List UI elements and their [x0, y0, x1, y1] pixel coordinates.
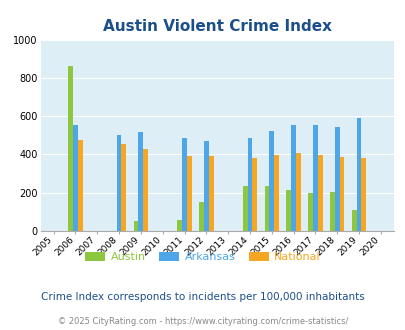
Bar — [334, 127, 339, 231]
Bar — [73, 125, 78, 231]
Bar — [247, 138, 252, 231]
Bar — [252, 158, 256, 231]
Bar — [203, 141, 208, 231]
Bar — [78, 140, 83, 231]
Bar — [312, 125, 317, 231]
Bar — [208, 156, 213, 231]
Bar — [317, 155, 322, 231]
Bar — [121, 144, 126, 231]
Bar — [295, 153, 300, 231]
Bar — [269, 130, 273, 231]
Text: © 2025 CityRating.com - https://www.cityrating.com/crime-statistics/: © 2025 CityRating.com - https://www.city… — [58, 317, 347, 326]
Bar — [290, 125, 295, 231]
Bar — [116, 135, 121, 231]
Bar — [133, 221, 138, 231]
Bar — [138, 132, 143, 231]
Legend: Austin, Arkansas, National: Austin, Arkansas, National — [80, 248, 325, 267]
Bar — [307, 193, 312, 231]
Bar — [329, 192, 334, 231]
Bar — [264, 186, 269, 231]
Bar — [198, 202, 203, 231]
Bar — [182, 138, 186, 231]
Text: Crime Index corresponds to incidents per 100,000 inhabitants: Crime Index corresponds to incidents per… — [41, 292, 364, 302]
Bar — [360, 158, 365, 231]
Title: Austin Violent Crime Index: Austin Violent Crime Index — [102, 19, 331, 34]
Bar — [339, 157, 343, 231]
Bar — [177, 219, 182, 231]
Bar — [356, 118, 360, 231]
Bar — [351, 210, 356, 231]
Bar — [273, 155, 278, 231]
Bar — [68, 66, 73, 231]
Bar — [186, 156, 191, 231]
Bar — [143, 149, 148, 231]
Bar — [242, 186, 247, 231]
Bar — [286, 190, 290, 231]
